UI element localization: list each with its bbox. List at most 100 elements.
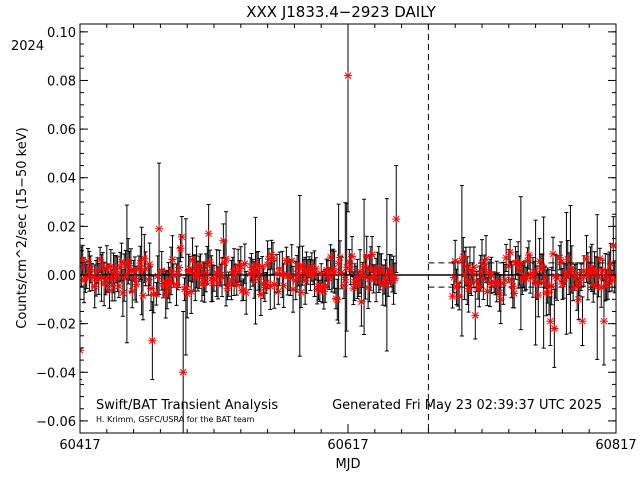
data-point — [468, 269, 477, 278]
data-point — [93, 266, 102, 275]
data-point — [598, 266, 607, 275]
data-point-stroke — [551, 325, 558, 332]
data-point — [502, 253, 511, 262]
data-point — [483, 287, 492, 296]
data-point-stroke — [92, 274, 100, 282]
data-point-stroke — [175, 264, 183, 271]
data-point-stroke — [508, 276, 515, 283]
data-point-stroke — [354, 275, 361, 283]
data-point-stroke — [206, 258, 214, 266]
data-point-stroke — [384, 279, 392, 287]
y-axis-label: Counts/cm^2/sec (15−50 keV) — [15, 127, 30, 328]
data-point-stroke — [312, 265, 320, 273]
data-point-stroke — [536, 257, 543, 265]
data-point-stroke — [565, 270, 573, 278]
data-point-stroke — [320, 288, 328, 295]
data-point — [349, 284, 358, 293]
data-point — [287, 256, 296, 265]
data-point — [201, 268, 210, 277]
data-point-stroke — [144, 276, 152, 283]
data-point — [147, 284, 156, 293]
data-point — [86, 265, 95, 274]
y-tick-label: 0.08 — [47, 74, 76, 89]
data-point-stroke — [222, 255, 230, 263]
data-point — [205, 258, 214, 267]
data-point-stroke — [83, 273, 91, 280]
data-point-stroke — [149, 337, 156, 345]
data-point — [219, 236, 228, 245]
data-point-stroke — [497, 295, 505, 303]
data-point-stroke — [128, 287, 136, 295]
data-point-stroke — [124, 257, 132, 265]
data-point — [232, 280, 241, 289]
data-point-stroke — [173, 281, 180, 288]
data-point-stroke — [336, 254, 344, 261]
data-point — [344, 71, 352, 80]
data-point-stroke — [87, 266, 95, 273]
data-point-stroke — [506, 248, 514, 256]
y-tick-label: 0.06 — [47, 123, 76, 138]
data-point — [354, 280, 363, 289]
data-point — [200, 278, 209, 287]
data-point-stroke — [340, 282, 348, 290]
data-point-stroke — [199, 275, 207, 283]
data-point-stroke — [174, 270, 182, 278]
data-point — [148, 336, 157, 345]
data-point-stroke — [94, 267, 101, 274]
data-point — [449, 273, 458, 282]
data-point — [215, 263, 224, 272]
data-point-stroke — [177, 244, 184, 252]
data-point-stroke — [287, 274, 294, 282]
data-point-stroke — [139, 292, 147, 300]
plot-frame — [79, 23, 617, 434]
data-point-stroke — [359, 271, 367, 279]
data-point — [515, 266, 524, 275]
data-point — [132, 280, 141, 289]
data-point — [175, 263, 184, 272]
footer-left-title: Swift/BAT Transient Analysis — [96, 398, 278, 413]
data-point-stroke — [120, 274, 128, 281]
y-tick-label: 0.02 — [47, 220, 76, 235]
data-point-stroke — [465, 285, 472, 293]
data-point — [480, 263, 489, 272]
data-point-stroke — [588, 264, 596, 272]
data-point-stroke — [195, 268, 203, 276]
data-point-stroke — [471, 312, 479, 319]
footer-generated: Generated Fri May 23 02:39:37 UTC 2025 — [332, 398, 602, 413]
data-point-stroke — [611, 274, 616, 281]
data-point — [567, 265, 576, 274]
data-point-stroke — [502, 254, 510, 262]
data-point-stroke — [560, 277, 568, 285]
data-point-stroke — [323, 266, 330, 274]
data-point-stroke — [501, 276, 509, 284]
data-point — [495, 288, 504, 297]
data-point-stroke — [278, 271, 286, 278]
data-point — [574, 295, 583, 304]
data-point-stroke — [333, 296, 341, 304]
data-point-stroke — [276, 265, 284, 273]
data-point — [235, 267, 244, 276]
data-point-stroke — [264, 261, 271, 269]
data-point-stroke — [576, 279, 584, 287]
data-point-stroke — [257, 291, 265, 298]
data-point-stroke — [387, 267, 395, 275]
data-point — [550, 324, 559, 333]
data-point — [366, 264, 375, 273]
data-point-stroke — [126, 262, 133, 270]
data-point-stroke — [169, 256, 176, 263]
data-point-stroke — [273, 270, 281, 277]
data-point — [346, 265, 355, 274]
data-point-stroke — [106, 287, 113, 295]
data-point-stroke — [553, 274, 561, 282]
data-point — [504, 261, 513, 270]
data-point-stroke — [317, 270, 325, 278]
data-point-stroke — [167, 267, 175, 275]
data-point-stroke — [482, 255, 490, 263]
data-point-stroke — [608, 277, 616, 285]
data-point-stroke — [534, 291, 542, 299]
data-point — [582, 255, 591, 264]
data-point-stroke — [311, 270, 318, 278]
data-point — [337, 268, 346, 277]
data-point-stroke — [609, 242, 616, 250]
data-point-stroke — [274, 288, 282, 295]
